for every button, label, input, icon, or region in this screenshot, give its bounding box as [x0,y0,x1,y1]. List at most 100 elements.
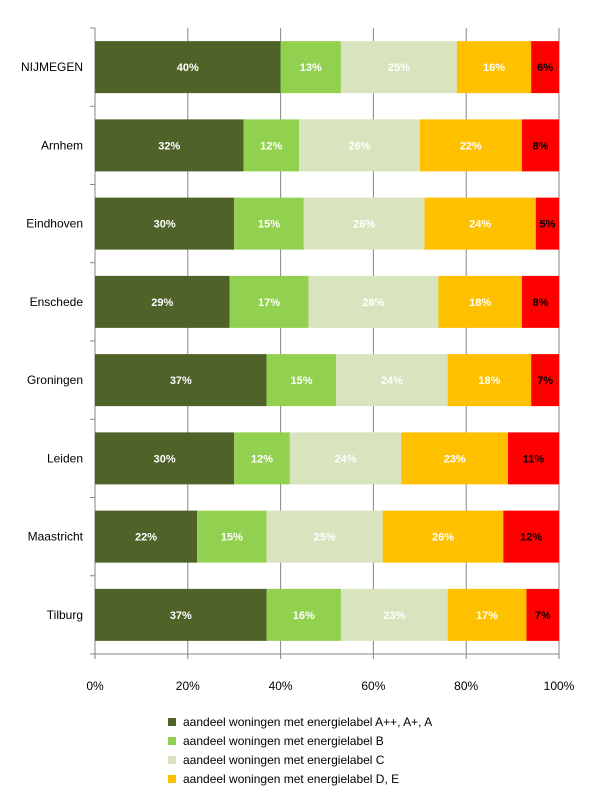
bar-segment [234,197,304,250]
bar-segment [531,354,559,407]
bar-segment [289,432,402,485]
data-label: 26% [353,219,375,231]
bar-segment [95,354,267,407]
bar-segment [308,275,439,328]
data-label: 23% [444,453,466,465]
bar-segment [303,197,425,250]
bar-segment [419,119,522,172]
bar-segment [266,354,337,407]
data-label: 24% [335,453,357,465]
data-label: 24% [381,375,403,387]
data-label: 13% [300,62,322,74]
data-label: 30% [154,219,176,231]
bar-segment [447,588,527,641]
bar-segment [266,510,383,563]
data-label: 26% [432,532,454,544]
bar-segment [438,275,522,328]
legend-swatch [168,755,176,764]
bar-segment [340,41,457,94]
bar-segment [456,41,532,94]
data-label: 12% [251,453,273,465]
legend: aandeel woningen met energielabel A++, A… [168,712,432,788]
data-label: 16% [483,62,505,74]
x-tick-label: 20% [176,679,200,693]
legend-item: aandeel woningen met energielabel D, E [168,769,432,788]
data-label: 7% [537,375,553,387]
data-label: 15% [221,532,243,544]
category-label: Groningen [27,373,83,387]
category-label: Arnhem [41,138,83,152]
data-label: 28% [362,297,384,309]
data-label: 22% [135,532,157,544]
category-label: Maastricht [28,530,84,544]
data-label: 37% [170,610,192,622]
legend-item: aandeel woningen met energielabel C [168,750,432,769]
category-label: Tilburg [47,608,83,622]
legend-label: aandeel woningen met energielabel A++, A… [183,714,433,729]
x-tick-label: 40% [269,679,293,693]
category-label: Eindhoven [26,217,83,231]
bar-segment [507,432,559,485]
x-tick-label: 80% [454,679,478,693]
data-label: 37% [170,375,192,387]
bar-segment [503,510,559,563]
legend-swatch [168,717,176,726]
bar-segment [280,41,341,94]
legend-swatch [168,774,176,783]
data-label: 32% [158,140,180,152]
data-label: 5% [539,219,555,231]
data-label: 17% [258,297,280,309]
data-label: 29% [151,297,173,309]
bar-segment [95,510,198,563]
bar-segment [521,119,559,172]
data-label: 23% [383,610,405,622]
bar-segment [234,432,290,485]
bar-segment [424,197,536,250]
data-label: 30% [154,453,176,465]
data-label: 12% [520,532,542,544]
bar-segment [95,41,281,94]
data-label: 15% [258,219,280,231]
bar-segment [521,275,559,328]
data-label: 12% [260,140,282,152]
bar-segment [526,588,559,641]
bar-segment [95,588,267,641]
bar-segment [95,197,235,250]
data-label: 15% [290,375,312,387]
bar-segment [535,197,559,250]
data-label: 25% [314,532,336,544]
legend-swatch [168,736,176,745]
data-label: 18% [469,297,491,309]
data-label: 11% [523,453,545,465]
bar-segment [299,119,420,172]
legend-label: aandeel woningen met energielabel D, E [183,771,400,786]
data-label: 17% [476,610,498,622]
x-tick-label: 100% [544,679,575,693]
bar-segment [336,354,448,407]
category-label: Enschede [30,295,84,309]
x-tick-label: 0% [86,679,104,693]
data-label: 6% [537,62,553,74]
data-label: 24% [469,219,491,231]
legend-item: aandeel woningen met energielabel A++, A… [168,712,432,731]
data-label: 8% [532,297,548,309]
data-label: 25% [388,62,410,74]
legend-label: aandeel woningen met energielabel C [183,752,385,767]
data-label: 16% [293,610,315,622]
bar-segment [243,119,300,172]
x-tick-label: 60% [361,679,385,693]
bar-segment [197,510,267,563]
bar-segment [340,588,448,641]
data-label: 7% [535,610,551,622]
bar-segment [95,432,235,485]
bar-segment [229,275,309,328]
data-label: 40% [177,62,199,74]
legend-label: aandeel woningen met energielabel B [183,733,384,748]
bar-segment [401,432,508,485]
bar-segment [531,41,559,94]
bar-segment [447,354,532,407]
data-label: 26% [348,140,370,152]
bar-segment [382,510,504,563]
category-label: Leiden [47,451,83,465]
